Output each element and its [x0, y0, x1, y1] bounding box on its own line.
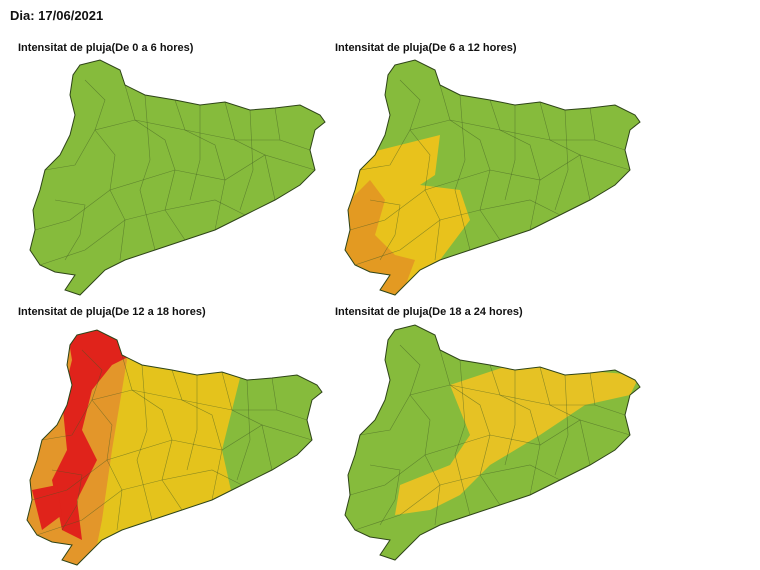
map-title: Intensitat de pluja(De 18 a 24 hores) [335, 306, 523, 318]
rain-map [26, 329, 323, 566]
map-title: Intensitat de pluja(De 0 a 6 hores) [18, 42, 194, 54]
map-title: Intensitat de pluja(De 6 a 12 hores) [335, 42, 517, 54]
date: Dia: 17/06/2021 [10, 8, 103, 23]
rain-map [344, 324, 641, 561]
region [32, 485, 62, 530]
map-title: Intensitat de pluja(De 12 a 18 hores) [18, 306, 206, 318]
region [52, 330, 142, 540]
rain-map [29, 59, 326, 296]
region [395, 365, 640, 515]
rain-map [344, 59, 641, 296]
region [30, 60, 325, 295]
